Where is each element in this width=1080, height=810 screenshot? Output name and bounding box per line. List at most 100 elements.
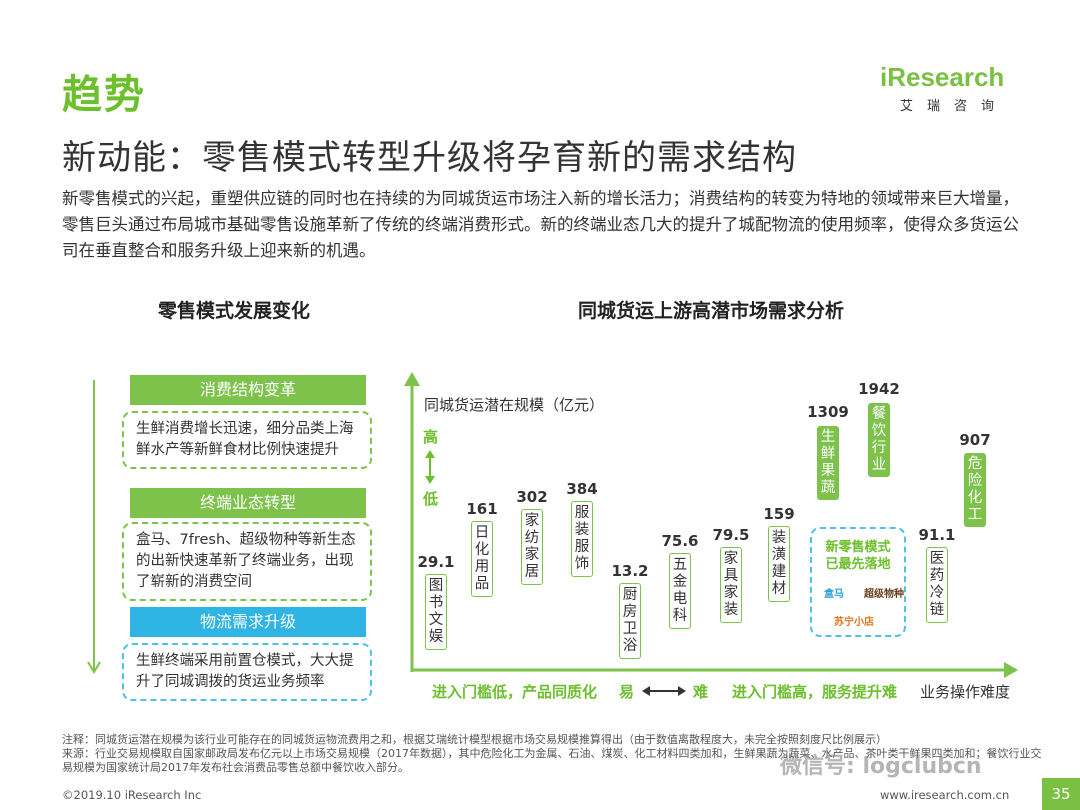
point-category-char: 鲜 [820,446,836,462]
page-number: 35 [1042,778,1080,810]
x-leftright-arrow-icon [642,686,686,696]
step-consumption-desc: 生鲜消费增长迅速，细分品类上海鲜水产等新鲜食材比例快速提升 [122,411,372,469]
point-category-char: 日 [474,525,490,541]
point-category-bar: 厨房卫浴 [619,583,641,659]
footnote: 注释：同城货运潜在规模为该行业可能存在的同城货运物流费用之和，根据艾瑞统计模型根… [62,733,1042,775]
logo-main-text: iResearch [880,62,1005,92]
hema-logo: 盒马 [824,589,844,600]
point-category-char: 服 [574,539,590,555]
point-category-char: 家 [723,585,739,601]
logo-sub-text: 艾瑞咨询 [900,99,1009,114]
point-category-char: 化 [967,490,983,506]
point-category-bar: 日化用品 [471,521,493,597]
point-category-char: 纺 [524,530,540,546]
point-value-label: 75.6 [661,532,699,550]
point-category-char: 五 [672,557,688,573]
point-category-char: 果 [820,463,836,479]
footnote-source: 来源：行业交易规模取自国家邮政局发布亿元以上市场交易规模（2017年数据），其中… [62,747,1042,774]
point-category-char: 化 [474,542,490,558]
point-category-char: 药 [929,568,945,584]
y-high-label: 高 [423,428,439,446]
wechat-watermark: 微信号: logclubcn [780,754,982,779]
left-timeline-arrow [87,380,101,674]
point-category-char: 厨 [622,587,638,603]
new-retail-callout-title: 新零售模式已最先落地 [825,540,891,572]
step-terminal-desc: 盒马、7fresh、超级物种等新生态的出新快速革新了终端业务，出现了崭新的消费空… [122,522,372,601]
point-category-char: 饰 [574,556,590,572]
point-category-char: 卫 [622,621,638,637]
point-category-bar: 五金电科 [669,553,691,629]
point-category-char: 书 [428,595,444,611]
point-category-bar: 装潢建材 [768,526,790,602]
point-value-label: 91.1 [918,526,956,544]
x-easy-label: 易 [619,683,635,701]
point-category-char: 危 [967,456,983,472]
point-category-char: 金 [672,574,688,590]
point-category-bar: 图书文娱 [425,574,447,650]
point-value-label: 161 [466,500,498,518]
point-category-bar: 餐饮行业 [868,403,890,477]
point-category-char: 装 [771,530,787,546]
point-value-label: 29.1 [417,553,455,571]
x-right-note: 进入门槛高，服务提升难 [732,683,898,701]
point-value-label: 302 [516,488,548,506]
point-category-char: 饮 [871,423,887,439]
section-title: 趋势 [62,72,146,118]
intro-paragraph: 新零售模式的兴起，重塑供应链的同时也在持续的为同城货运市场注入新的增长活力；消费… [62,189,1019,260]
point-category-bar: 家纺家居 [521,509,543,585]
point-value-label: 384 [566,480,598,498]
point-category-char: 图 [428,578,444,594]
y-updown-arrow-icon [425,450,435,484]
point-value-label: 907 [959,431,991,449]
point-value-label: 1309 [807,403,849,421]
footnote-annotation: 注释：同城货运潜在规模为该行业可能存在的同城货运物流费用之和，根据艾瑞统计模型根… [62,733,887,746]
point-category-char: 行 [871,440,887,456]
point-category-bar: 危险化工 [964,453,986,527]
point-category-char: 浴 [622,638,638,654]
point-category-bar: 医药冷链 [926,547,948,623]
point-category-char: 蔬 [820,480,836,496]
point-category-char: 品 [474,576,490,592]
x-axis-label: 业务操作难度 [920,683,1011,701]
chart-axes [404,372,1018,678]
point-category-char: 装 [574,522,590,538]
point-category-char: 冷 [929,585,945,601]
point-category-char: 险 [967,473,983,489]
point-category-char: 科 [672,608,688,624]
point-category-char: 电 [672,591,688,607]
point-category-char: 生 [820,429,836,445]
point-category-char: 服 [574,505,590,521]
point-category-char: 餐 [871,406,887,422]
step-logistics-desc: 生鲜终端采用前置仓模式，大大提升了同城调拨的货运业务频率 [122,643,372,701]
step-consumption-change: 消费结构变革 [130,375,366,405]
copyright: ©2019.10 iResearch Inc [62,788,202,802]
point-category-char: 文 [428,612,444,628]
y-low-label: 低 [423,490,439,508]
point-category-char: 建 [771,564,787,580]
point-category-char: 家 [524,547,540,563]
page-headline: 新动能：零售模式转型升级将孕育新的需求结构 [62,138,797,178]
x-left-note: 进入门槛低，产品同质化 [432,683,598,701]
point-category-char: 链 [929,602,945,618]
y-axis-label: 同城货运潜在规模（亿元） [424,396,605,414]
iresearch-logo: iResearch 艾瑞咨询 [880,62,1040,114]
step-logistics-upgrade: 物流需求升级 [130,607,366,637]
chart-title: 同城货运上游高潜市场需求分析 [578,300,845,322]
point-category-char: 娱 [428,629,444,645]
point-category-char: 具 [723,568,739,584]
point-category-bar: 服装服饰 [571,501,593,577]
point-category-char: 材 [771,581,787,597]
point-category-char: 用 [474,559,490,575]
point-value-label: 159 [763,505,795,523]
point-category-char: 家 [524,513,540,529]
website-link[interactable]: www.iresearch.com.cn [880,788,1010,802]
point-category-char: 装 [723,602,739,618]
point-category-char: 业 [871,457,887,473]
point-category-char: 潢 [771,547,787,563]
point-category-bar: 家具家装 [720,547,742,623]
point-category-char: 医 [929,551,945,567]
point-category-char: 工 [967,507,983,523]
left-panel-title: 零售模式发展变化 [158,300,311,322]
point-category-char: 居 [524,564,540,580]
point-value-label: 13.2 [611,562,649,580]
